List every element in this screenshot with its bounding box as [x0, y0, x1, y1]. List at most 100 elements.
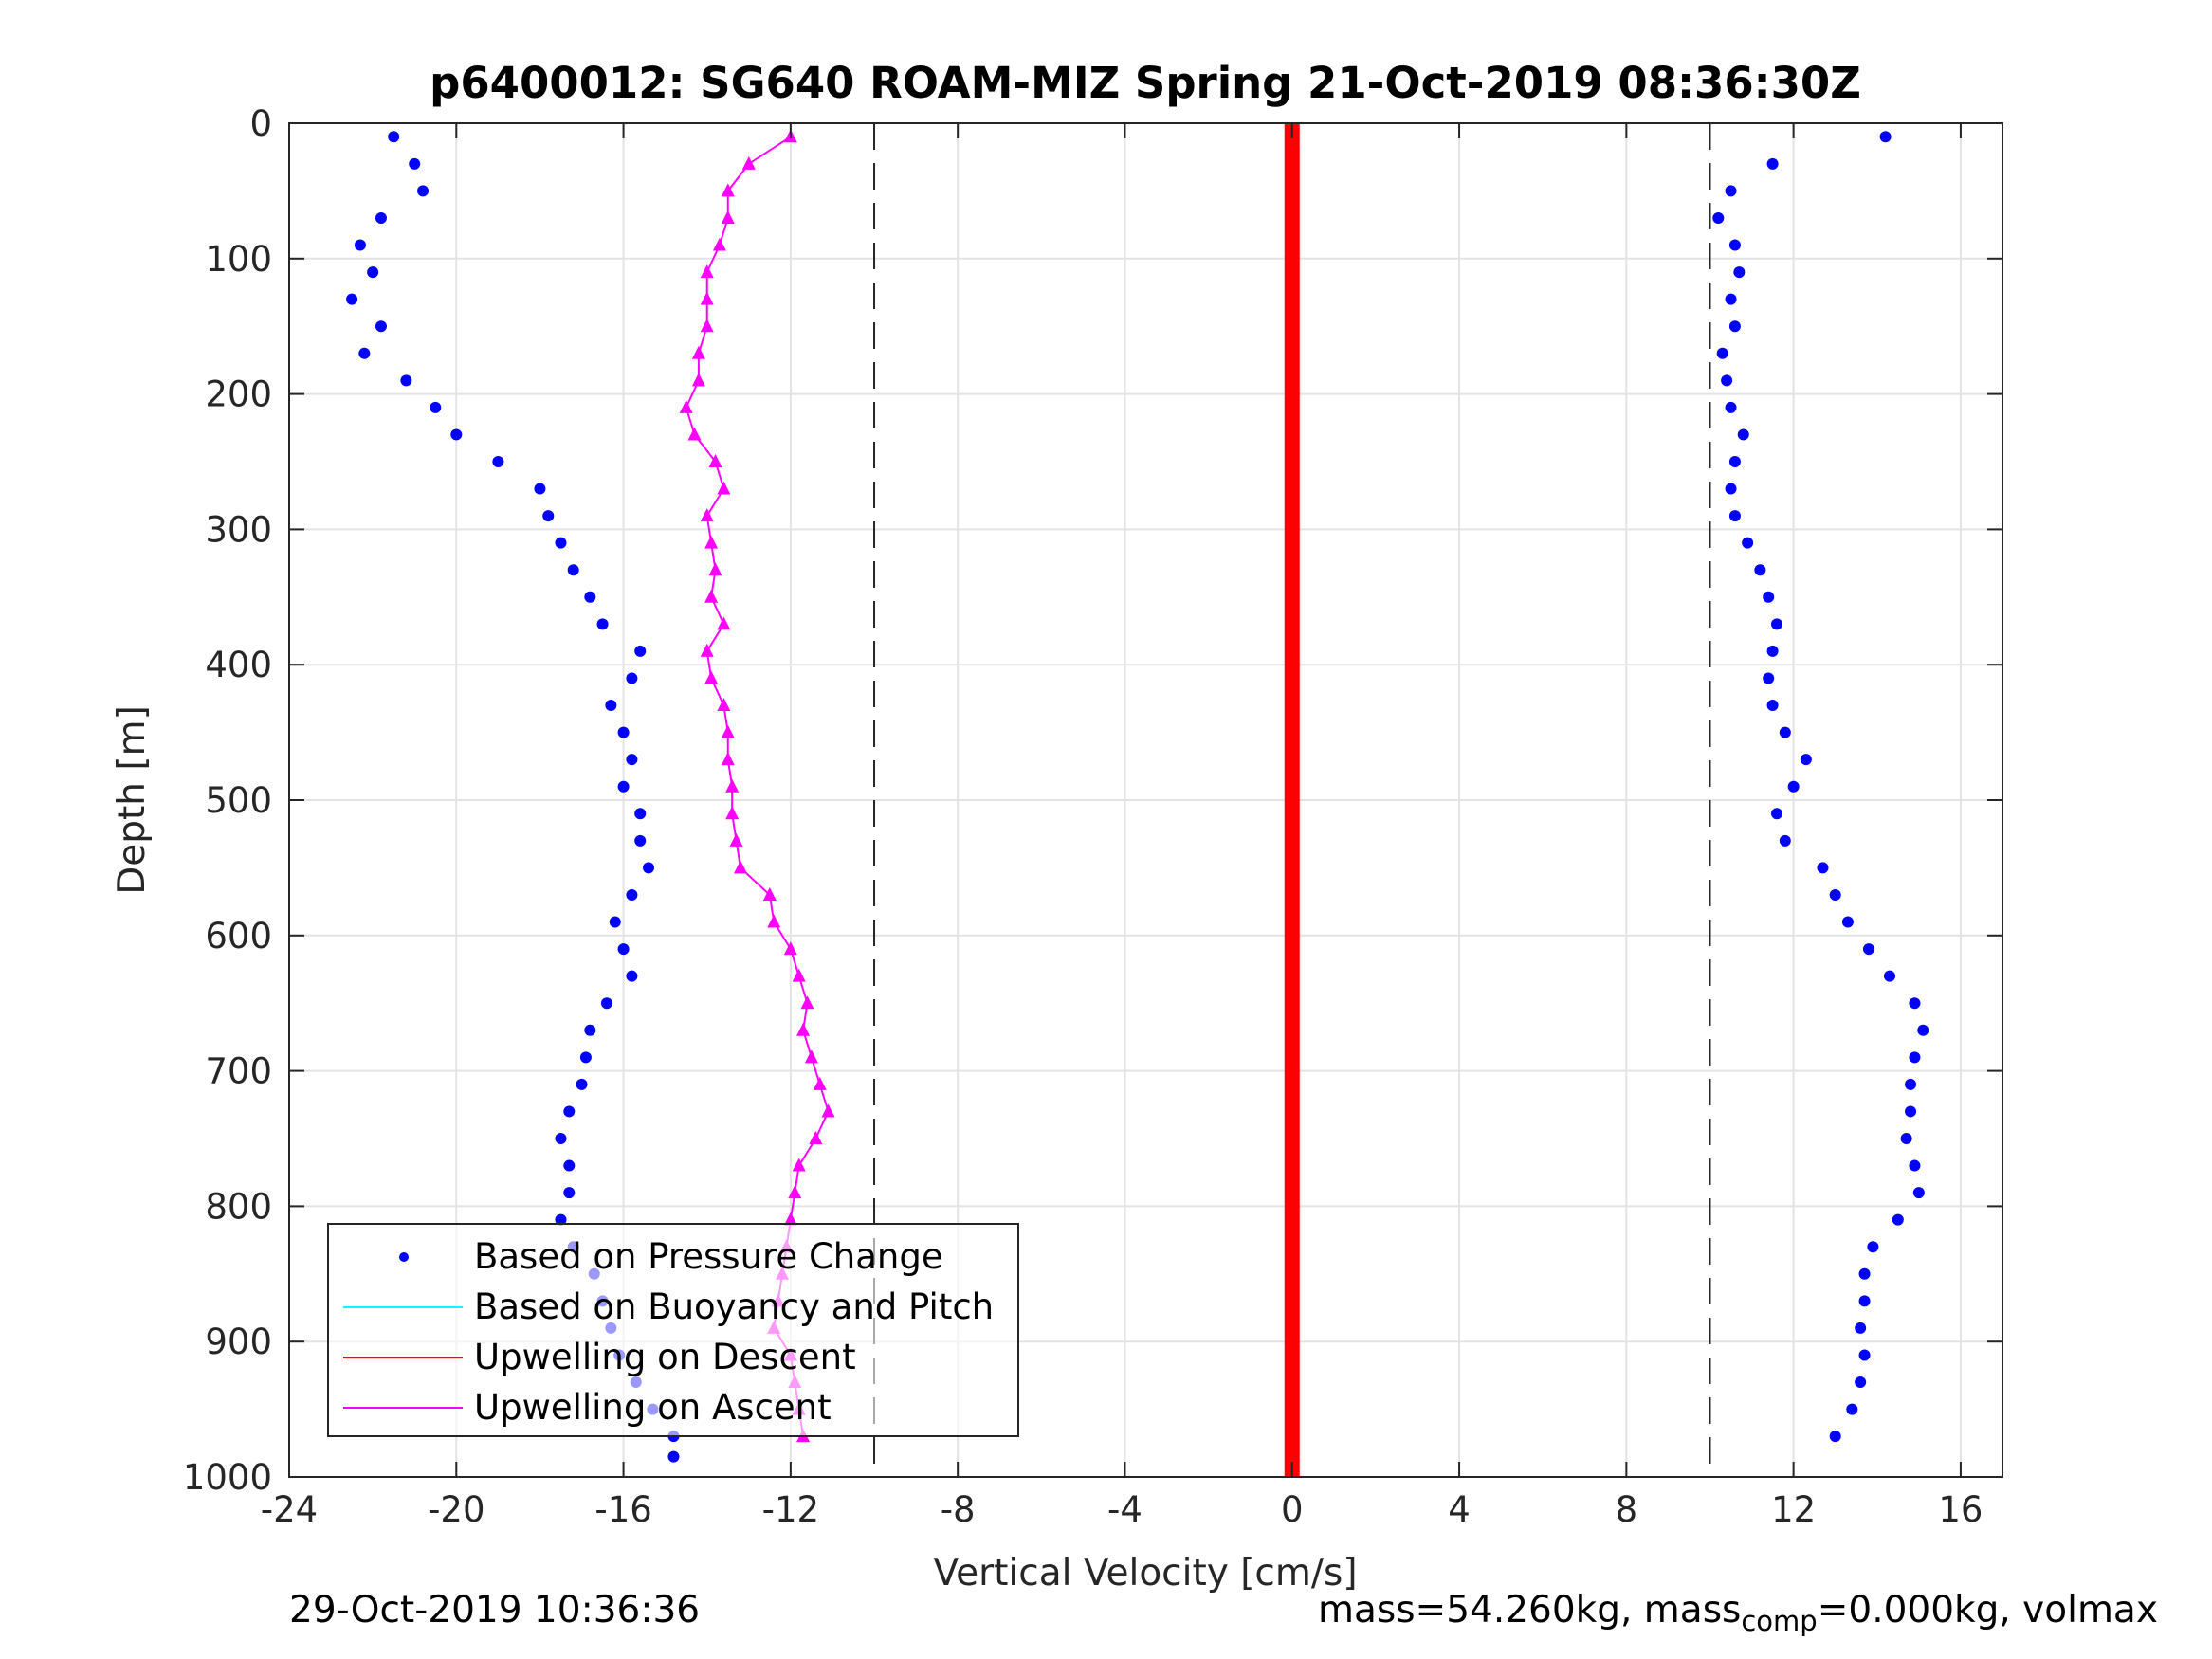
legend-marker: [399, 1252, 409, 1262]
y-tick-label: 100: [205, 239, 272, 280]
mass-text: mass=54.260kg, mass: [1318, 1589, 1742, 1632]
upwelling-ascent-point: [712, 237, 726, 251]
upwelling-ascent-point: [792, 1158, 806, 1172]
upwelling-ascent-point: [767, 914, 781, 928]
pressure-change-point: [600, 997, 612, 1010]
axis-ticks: -24 -20 -16 -12 -8 -4 0 4 8 12 16 0 100 200 300 400 500 6…: [183, 103, 2002, 1530]
pressure-change-point: [563, 1187, 576, 1199]
upwelling-ascent-point: [708, 454, 722, 467]
y-tick-label: 500: [205, 780, 272, 821]
pressure-change-point: [643, 862, 655, 874]
upwelling-ascent-point: [792, 968, 806, 982]
upwelling-ascent-point: [762, 886, 777, 901]
pressure-change-point: [1725, 483, 1737, 495]
upwelling-ascent-point: [704, 670, 719, 684]
pressure-change-point: [367, 266, 379, 279]
pressure-change-point: [626, 754, 638, 766]
upwelling-ascent-point: [725, 806, 740, 820]
y-tick-label: 400: [205, 645, 272, 685]
pressure-change-point: [1855, 1322, 1867, 1334]
upwelling-ascent-point: [821, 1103, 835, 1118]
upwelling-ascent-point: [783, 1212, 797, 1226]
pressure-change-point: [617, 943, 630, 956]
pressure-change-point: [1779, 726, 1791, 738]
pressure-change-point: [1725, 293, 1737, 305]
pressure-change-point: [1855, 1376, 1867, 1389]
upwelling-ascent-point: [721, 752, 735, 766]
x-tick-label: 4: [1448, 1489, 1471, 1530]
pressure-change-point: [1779, 834, 1791, 847]
legend: Based on Pressure Change Based on Buoyanc…: [327, 1223, 1019, 1437]
pressure-change-point: [1892, 1213, 1904, 1226]
pressure-change-point: [1754, 564, 1766, 576]
pressure-change-point: [1725, 185, 1737, 197]
legend-box: [327, 1223, 1019, 1437]
pressure-change-point: [1766, 645, 1779, 657]
pressure-change-point: [626, 888, 638, 901]
pressure-change-point: [1841, 916, 1854, 928]
upwelling-ascent-point: [691, 345, 705, 359]
pressure-change-point: [1728, 510, 1741, 522]
upwelling-ascent-point: [717, 616, 731, 630]
pressure-change-point: [409, 157, 421, 170]
pressure-change-point: [430, 401, 442, 413]
upwelling-ascent-point: [725, 778, 740, 793]
upwelling-ascent-point: [729, 832, 743, 847]
pressure-change-point: [555, 1213, 567, 1226]
upwelling-ascent-point: [700, 643, 714, 657]
upwelling-ascent-point: [700, 264, 714, 279]
pressure-change-point: [626, 672, 638, 684]
legend-label: Upwelling on Ascent: [474, 1387, 832, 1428]
upwelling-ascent-point: [704, 535, 719, 549]
footer-timestamp: 29-Oct-2019 10:36:36: [289, 1589, 700, 1632]
pressure-change-point: [1846, 1403, 1858, 1415]
timestamp-text: 29-Oct-2019 10:36:36: [289, 1589, 701, 1632]
pressure-change-point: [375, 211, 387, 224]
pressure-change-point: [1917, 1024, 1929, 1036]
chart-title: p6400012: SG640 ROAM-MIZ Spring 21-Oct-2…: [430, 58, 1861, 108]
upwelling-ascent-point: [783, 941, 797, 956]
x-tick-label: 0: [1281, 1489, 1304, 1530]
upwelling-ascent-point: [809, 1131, 823, 1144]
pressure-change-point: [1905, 1078, 1917, 1090]
upwelling-ascent-point: [796, 1022, 811, 1036]
pressure-change-point: [1912, 1187, 1925, 1199]
y-tick-label: 700: [205, 1051, 272, 1092]
pressure-change-point: [667, 1450, 680, 1463]
pressure-change-point: [354, 239, 366, 251]
upwelling-ascent-point: [679, 399, 693, 413]
pressure-change-point: [584, 591, 596, 603]
pressure-change-point: [1737, 428, 1749, 441]
pressure-change-point: [576, 1078, 588, 1090]
pressure-change-point: [1879, 131, 1892, 143]
pressure-change-point: [1829, 888, 1841, 901]
upwelling-ascent-point: [691, 373, 705, 387]
pressure-change-point: [1728, 320, 1741, 333]
pressure-change-point: [1909, 997, 1921, 1010]
upwelling-ascent-point: [717, 698, 731, 712]
pressure-change-point: [400, 374, 412, 387]
mass-rest-text: =0.000kg, volmax: [1817, 1589, 2158, 1632]
pressure-change-point: [626, 970, 638, 982]
x-tick-label: -8: [941, 1489, 976, 1530]
pressure-change-point: [1867, 1241, 1879, 1253]
pressure-change-point: [417, 185, 430, 197]
pressure-change-point: [1716, 347, 1728, 359]
pressure-change-point: [1787, 780, 1800, 793]
pressure-change-point: [563, 1105, 576, 1118]
footer-mass: mass=54.260kg, masscomp=0.000kg, volmax: [1318, 1589, 2158, 1637]
pressure-change-point: [388, 131, 400, 143]
upwelling-ascent-point: [741, 155, 756, 170]
pressure-change-point: [1905, 1105, 1917, 1118]
y-tick-label: 600: [205, 916, 272, 957]
pressure-change-point: [609, 916, 621, 928]
upwelling-ascent-point: [700, 508, 714, 522]
upwelling-ascent-point: [687, 427, 702, 441]
upwelling-ascent-point: [717, 481, 731, 495]
pressure-change-point: [1763, 672, 1775, 684]
x-tick-label: 12: [1771, 1489, 1816, 1530]
pressure-change-point: [1800, 754, 1812, 766]
x-tick-label: -12: [762, 1489, 819, 1530]
pressure-change-point: [634, 808, 647, 820]
